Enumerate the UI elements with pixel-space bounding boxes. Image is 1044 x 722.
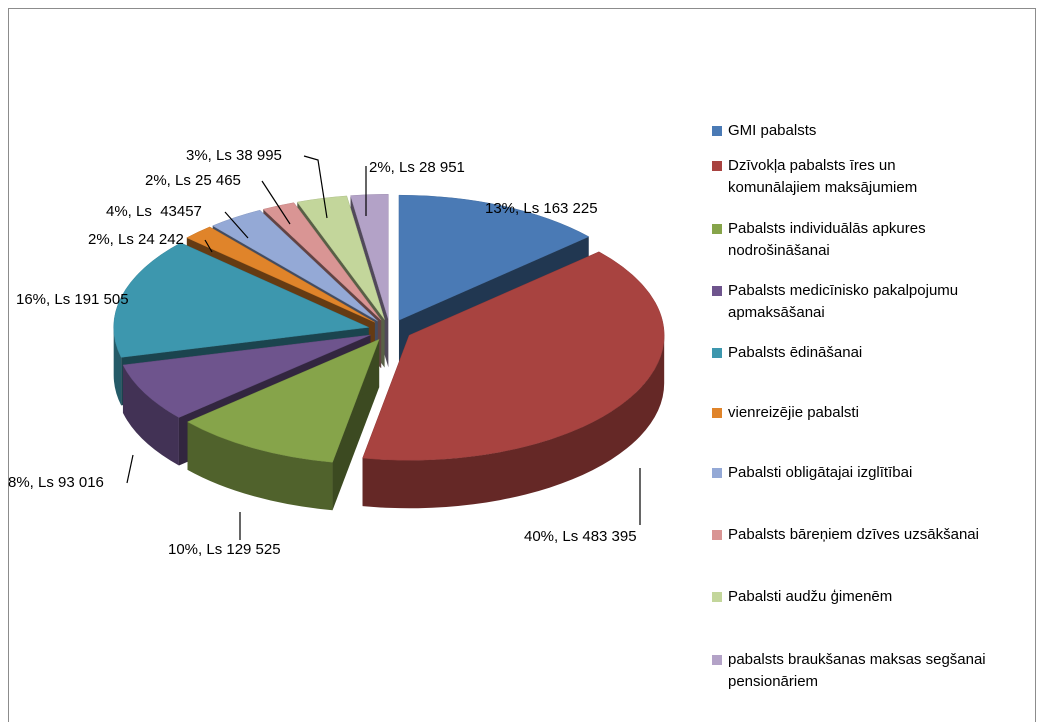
legend-label: GMI pabalsts xyxy=(728,122,817,139)
legend-label: pabalsts braukšanas maksas segšanai pens… xyxy=(728,651,986,690)
slice xyxy=(187,338,380,463)
legend-label: Dzīvokļa pabalsts īres un komunālajiem m… xyxy=(728,157,918,196)
legend-label: Pabalsts ēdināšanai xyxy=(728,344,863,361)
legend-entry: GMI pabalsts xyxy=(712,120,1044,142)
slice xyxy=(212,209,378,322)
legend-label: Pabalsts medicīnisko pakalpojumu apmaksā… xyxy=(728,282,959,321)
legend-entry: Pabalsts medicīnisko pakalpojumu apmaksā… xyxy=(712,280,1028,324)
legend-entry: Pabalsti audžu ģimenēm xyxy=(712,586,1044,608)
legend-swatch xyxy=(712,348,722,358)
legend-swatch xyxy=(712,592,722,602)
legend-label: Pabalsts individuālās apkures nodrošināš… xyxy=(728,220,926,259)
legend-swatch xyxy=(712,286,722,296)
data-label: 13%, Ls 163 225 xyxy=(485,200,598,217)
data-label: 4%, Ls 43457 xyxy=(106,203,202,220)
leader-line xyxy=(261,180,291,225)
legend-entry: vienreizējie pabalsti xyxy=(712,402,1044,424)
slice xyxy=(350,193,389,320)
data-label: 3%, Ls 38 995 xyxy=(186,147,282,164)
slice xyxy=(362,251,665,461)
slice xyxy=(362,251,665,509)
legend-swatch xyxy=(712,655,722,665)
legend-swatch xyxy=(712,224,722,234)
legend-entry: Pabalsts ēdināšanai xyxy=(712,342,1044,364)
leader-line xyxy=(204,239,213,253)
legend-swatch xyxy=(712,530,722,540)
legend-label: vienreizējie pabalsti xyxy=(728,404,859,421)
slice-side xyxy=(187,421,333,511)
slice xyxy=(296,195,385,320)
slice xyxy=(122,334,371,418)
data-label: 40%, Ls 483 395 xyxy=(524,528,637,545)
legend-swatch xyxy=(712,126,722,136)
legend-label: Pabalsts bāreņiem dzīves uzsākšanai xyxy=(728,526,979,543)
legend-entry: Dzīvokļa pabalsts īres un komunālajiem m… xyxy=(712,155,973,199)
slice xyxy=(398,194,590,321)
slice xyxy=(187,338,380,511)
legend-label: Pabalsti audžu ģimenēm xyxy=(728,588,893,605)
legend-swatch xyxy=(712,161,722,171)
legend-swatch xyxy=(712,408,722,418)
legend-entry: Pabalsts bāreņiem dzīves uzsākšanai xyxy=(712,524,1044,546)
data-label: 8%, Ls 93 016 xyxy=(8,474,104,491)
slice xyxy=(113,242,370,358)
data-label: 2%, Ls 25 465 xyxy=(145,172,241,189)
data-label: 2%, Ls 28 951 xyxy=(369,159,465,176)
slice-side xyxy=(362,335,665,509)
legend-entry: pabalsts braukšanas maksas segšanai pens… xyxy=(712,649,1044,693)
leader-line xyxy=(303,155,328,219)
leader-line xyxy=(224,211,249,239)
legend-swatch xyxy=(712,468,722,478)
slice-side xyxy=(122,365,179,466)
slice xyxy=(186,226,375,323)
data-label: 2%, Ls 24 242 xyxy=(88,231,184,248)
data-label: 16%, Ls 191 505 xyxy=(16,291,129,308)
slice-side xyxy=(113,327,122,406)
data-label: 10%, Ls 129 525 xyxy=(168,541,281,558)
legend-entry: Pabalsti obligātajai izglītībai xyxy=(712,462,1044,484)
pie xyxy=(113,193,665,511)
legend-entry: Pabalsts individuālās apkures nodrošināš… xyxy=(712,218,1003,262)
legend-label: Pabalsti obligātajai izglītībai xyxy=(728,464,913,481)
chart-border xyxy=(8,8,1036,722)
leader-line xyxy=(126,454,134,484)
